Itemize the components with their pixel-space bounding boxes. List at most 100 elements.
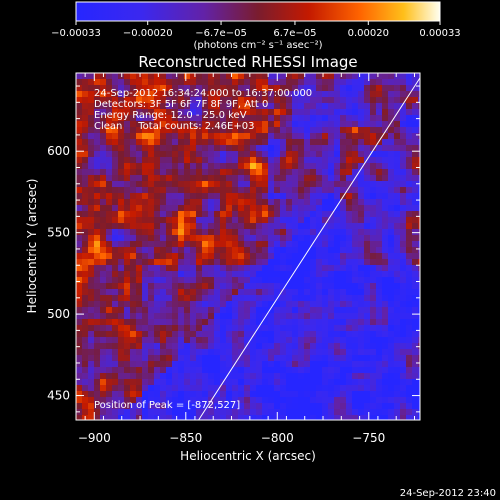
heatmap-cell	[142, 301, 149, 308]
heatmap-cell	[118, 367, 125, 374]
heatmap-cell	[262, 277, 269, 284]
heatmap-cell	[316, 259, 323, 266]
heatmap-cell	[100, 289, 107, 296]
heatmap-cell	[394, 277, 401, 284]
heatmap-cell	[88, 73, 95, 80]
heatmap-cell	[136, 415, 143, 420]
heatmap-cell	[202, 367, 209, 374]
heatmap-cell	[100, 223, 107, 230]
heatmap-cell	[382, 79, 389, 86]
heatmap-cell	[328, 181, 335, 188]
heatmap-cell	[202, 415, 209, 420]
heatmap-cell	[376, 409, 383, 416]
heatmap-cell	[406, 103, 413, 110]
heatmap-cell	[76, 259, 83, 266]
heatmap-cell	[298, 211, 305, 218]
heatmap-cell	[382, 331, 389, 338]
heatmap-cell	[190, 313, 197, 320]
heatmap-cell	[76, 139, 83, 146]
heatmap-cell	[328, 373, 335, 380]
heatmap-cell	[286, 223, 293, 230]
heatmap-cell	[172, 157, 179, 164]
heatmap-cell	[400, 217, 407, 224]
heatmap-cell	[322, 85, 329, 92]
heatmap-cell	[394, 127, 401, 134]
heatmap-cell	[160, 355, 167, 362]
heatmap-cell	[394, 115, 401, 122]
heatmap-cell	[292, 415, 299, 420]
heatmap-cell	[166, 235, 173, 242]
heatmap-cell	[388, 151, 395, 158]
heatmap-cell	[406, 391, 413, 398]
heatmap-cell	[274, 85, 281, 92]
heatmap-cell	[76, 127, 83, 134]
heatmap-cell	[394, 337, 401, 344]
heatmap-cell	[220, 361, 227, 368]
heatmap-cell	[394, 265, 401, 272]
heatmap-cell	[340, 115, 347, 122]
heatmap-cell	[262, 349, 269, 356]
heatmap-cell	[406, 139, 413, 146]
heatmap-cell	[340, 217, 347, 224]
heatmap-cell	[358, 403, 365, 410]
heatmap-cell	[154, 277, 161, 284]
heatmap-cell	[364, 175, 371, 182]
heatmap-cell	[364, 229, 371, 236]
heatmap-cell	[370, 151, 377, 158]
heatmap-cell	[238, 223, 245, 230]
heatmap-cell	[286, 103, 293, 110]
heatmap-cell	[178, 367, 185, 374]
heatmap-cell	[274, 217, 281, 224]
heatmap-cell	[376, 127, 383, 134]
heatmap-cell	[274, 199, 281, 206]
heatmap-cell	[256, 373, 263, 380]
heatmap-cell	[406, 79, 413, 86]
heatmap-cell	[328, 319, 335, 326]
heatmap-cell	[88, 91, 95, 98]
heatmap-cell	[160, 181, 167, 188]
heatmap-cell	[130, 217, 137, 224]
heatmap-cell	[142, 229, 149, 236]
heatmap-cell	[214, 415, 221, 420]
heatmap-cell	[316, 265, 323, 272]
heatmap-cell	[172, 343, 179, 350]
heatmap-cell	[418, 175, 420, 182]
heatmap-cell	[250, 259, 257, 266]
heatmap-cell	[166, 403, 173, 410]
heatmap-cell	[268, 277, 275, 284]
heatmap-cell	[166, 199, 173, 206]
heatmap-cell	[106, 397, 113, 404]
heatmap-cell	[418, 241, 420, 248]
heatmap-cell	[238, 97, 245, 104]
heatmap-cell	[100, 301, 107, 308]
heatmap-cell	[352, 409, 359, 416]
heatmap-cell	[376, 205, 383, 212]
heatmap-cell	[196, 223, 203, 230]
heatmap-cell	[124, 211, 131, 218]
heatmap-cell	[82, 85, 89, 92]
heatmap-cell	[82, 325, 89, 332]
heatmap-cell	[376, 91, 383, 98]
heatmap-cell	[388, 265, 395, 272]
heatmap-cell	[382, 169, 389, 176]
heatmap-cell	[304, 211, 311, 218]
heatmap-cell	[250, 277, 257, 284]
heatmap-cell	[268, 79, 275, 86]
heatmap-cell	[292, 211, 299, 218]
heatmap-cell	[148, 397, 155, 404]
heatmap-cell	[286, 175, 293, 182]
heatmap-cell	[118, 103, 125, 110]
heatmap-cell	[376, 361, 383, 368]
heatmap-cell	[202, 265, 209, 272]
heatmap-cell	[94, 175, 101, 182]
heatmap-cell	[394, 145, 401, 152]
heatmap-cell	[94, 73, 101, 80]
heatmap-cell	[88, 379, 95, 386]
heatmap-cell	[310, 139, 317, 146]
heatmap-cell	[322, 181, 329, 188]
heatmap-cell	[346, 103, 353, 110]
heatmap-cell	[208, 193, 215, 200]
heatmap-cell	[292, 175, 299, 182]
heatmap-cell	[274, 313, 281, 320]
heatmap-cell	[376, 391, 383, 398]
